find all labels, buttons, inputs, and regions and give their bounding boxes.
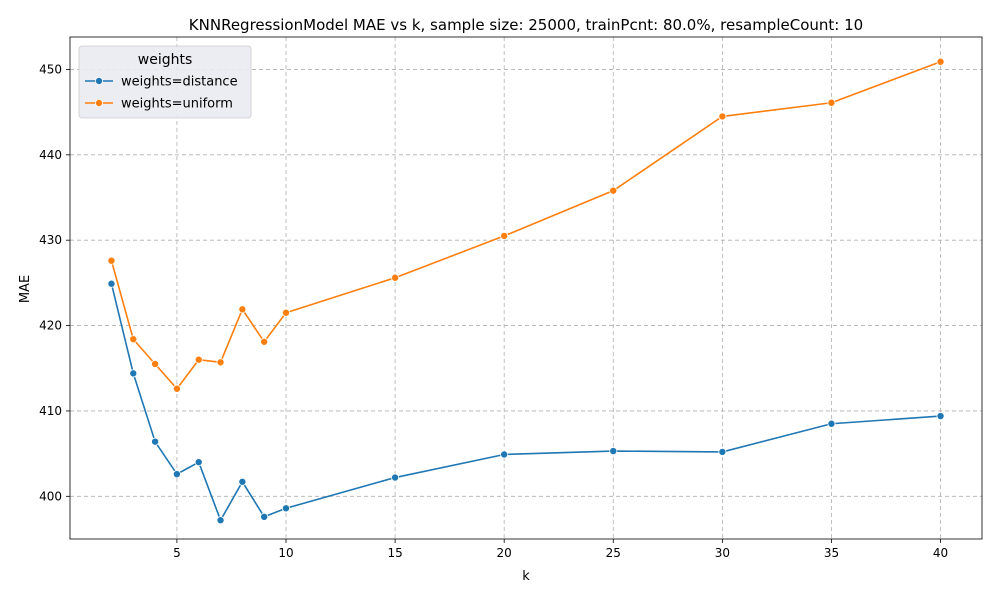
grid <box>70 37 982 539</box>
data-point <box>107 279 116 288</box>
data-point <box>827 98 836 107</box>
series-line <box>110 283 941 522</box>
legend-item: weights=uniform <box>85 97 233 112</box>
data-point <box>609 186 618 195</box>
y-axis-label: MAE <box>18 275 33 303</box>
x-tick-label: 20 <box>497 546 512 560</box>
data-point <box>194 458 203 467</box>
data-point <box>238 305 247 314</box>
data-point <box>151 437 160 446</box>
x-tick-label: 10 <box>278 546 293 560</box>
data-point <box>500 231 509 240</box>
series-layer <box>107 57 945 525</box>
data-point <box>281 504 290 513</box>
data-point <box>936 57 945 66</box>
data-point <box>238 477 247 486</box>
plot-frame <box>69 36 983 540</box>
data-point <box>936 412 945 421</box>
data-point <box>281 308 290 317</box>
legend-box <box>78 45 252 119</box>
series-1 <box>107 279 945 525</box>
chart-title: KNNRegressionModel MAE vs k, sample size… <box>189 16 863 34</box>
data-point <box>216 358 225 367</box>
data-point <box>107 256 116 265</box>
x-axis-label: k <box>522 569 530 584</box>
data-point <box>718 112 727 121</box>
data-point <box>172 384 181 393</box>
data-point <box>216 516 225 525</box>
x-tick-label: 25 <box>606 546 621 560</box>
legend: weights weights=distance weights=uniform <box>78 45 252 119</box>
data-point <box>718 447 727 456</box>
x-tick-label: 40 <box>933 546 948 560</box>
data-point <box>129 369 138 378</box>
data-point <box>194 355 203 364</box>
data-point <box>151 359 160 368</box>
x-tick-label: 15 <box>387 546 402 560</box>
x-tick-label: 5 <box>173 546 181 560</box>
y-axis: 400 410 420 430 440 450 <box>39 62 70 503</box>
y-tick-label: 410 <box>39 404 62 418</box>
data-point <box>500 450 509 459</box>
legend-item: weights=distance <box>85 75 238 90</box>
legend-label: weights=distance <box>121 75 238 90</box>
y-tick-label: 400 <box>39 489 62 503</box>
x-tick-label: 35 <box>824 546 839 560</box>
data-point <box>172 470 181 479</box>
series-2 <box>107 57 945 393</box>
y-tick-label: 440 <box>39 148 62 162</box>
y-tick-label: 450 <box>39 62 62 76</box>
data-point <box>260 512 269 521</box>
legend-label: weights=uniform <box>121 97 233 112</box>
legend-marker <box>95 99 104 108</box>
data-point <box>129 335 138 344</box>
y-tick-label: 430 <box>39 233 62 247</box>
data-point <box>827 419 836 428</box>
data-point <box>609 447 618 456</box>
legend-marker <box>95 77 104 86</box>
data-point <box>260 337 269 346</box>
data-point <box>391 473 400 482</box>
data-point <box>391 273 400 282</box>
x-tick-label: 30 <box>715 546 730 560</box>
y-tick-label: 420 <box>39 319 62 333</box>
legend-title: weights <box>138 52 193 68</box>
x-axis: 5 10 15 20 25 30 35 40 <box>173 539 948 560</box>
